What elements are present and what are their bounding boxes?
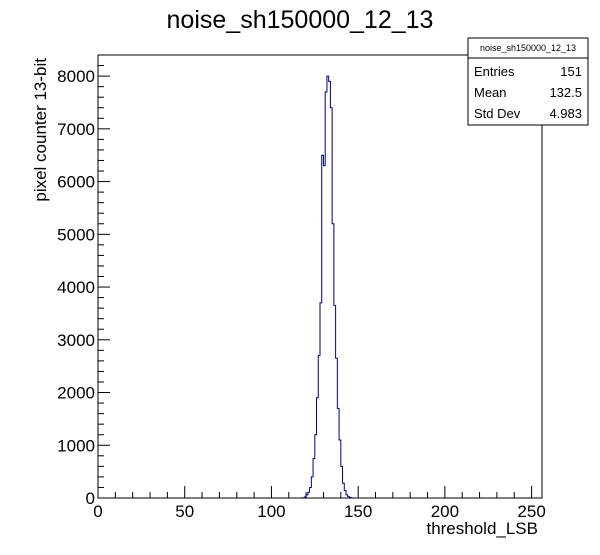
y-tick-label: 8000: [57, 67, 95, 86]
stats-stddev-label: Std Dev: [474, 106, 521, 121]
stats-stddev-value: 4.983: [549, 106, 582, 121]
x-tick-label: 100: [257, 502, 285, 521]
y-tick-label: 2000: [57, 384, 95, 403]
x-tick-label: 200: [431, 502, 459, 521]
y-axis-label: pixel counter 13-bit: [31, 58, 50, 202]
x-tick-label: 0: [93, 502, 102, 521]
y-tick-label: 4000: [57, 278, 95, 297]
x-axis-label: threshold_LSB: [426, 519, 538, 538]
y-tick-label: 3000: [57, 331, 95, 350]
axis-ticks: [97, 54, 533, 499]
chart-title: noise_sh150000_12_13: [167, 6, 434, 34]
histogram-line: [302, 75, 354, 499]
stats-mean-value: 132.5: [549, 85, 582, 100]
x-tick-label: 250: [517, 502, 545, 521]
y-tick-label: 5000: [57, 225, 95, 244]
stats-entries-label: Entries: [474, 64, 515, 79]
x-tick-label: 150: [344, 502, 372, 521]
axis-tick-labels: 0 50 100 150 200 250 0 1000 2000 3000 4000 5000 6000…: [57, 67, 546, 521]
stats-mean-label: Mean: [474, 85, 507, 100]
x-tick-label: 50: [175, 502, 194, 521]
y-tick-label: 7000: [57, 120, 95, 139]
y-tick-label: 1000: [57, 436, 95, 455]
stats-entries-value: 151: [560, 64, 582, 79]
y-tick-label: 6000: [57, 173, 95, 192]
y-tick-label: 0: [86, 489, 95, 508]
stats-box-frame: [467, 37, 589, 126]
stats-title: noise_sh150000_12_13: [480, 43, 576, 53]
stats-box: noise_sh150000_12_13 Entries 151 Mean 13…: [467, 37, 589, 126]
